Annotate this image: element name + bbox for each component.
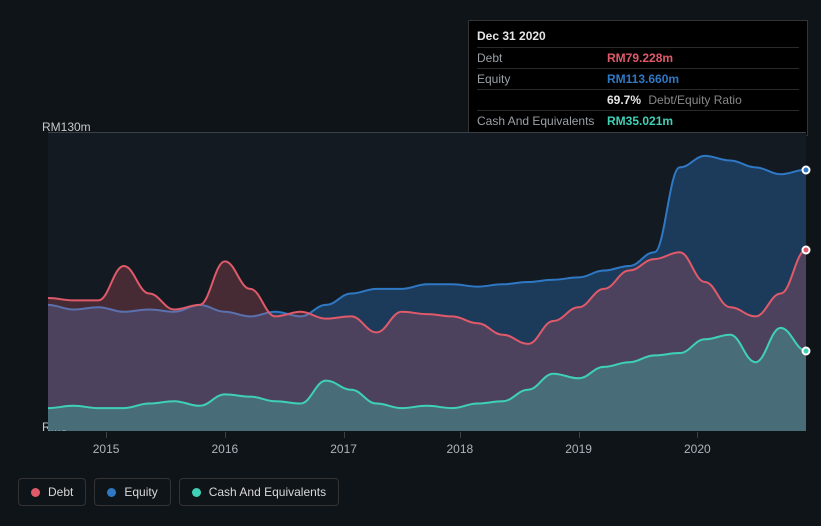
- x-tick-label: 2019: [565, 442, 592, 456]
- x-tick-label: 2015: [93, 442, 120, 456]
- legend-label: Equity: [124, 485, 157, 499]
- chart-plot-area[interactable]: [48, 132, 806, 430]
- legend-item-debt[interactable]: Debt: [18, 478, 86, 506]
- tooltip-value: RM79.228m: [607, 51, 673, 65]
- tooltip-label: Cash And Equivalents: [477, 114, 607, 128]
- x-tick-line: [225, 432, 226, 438]
- x-tick-label: 2016: [212, 442, 239, 456]
- ratio-value: 69.7%: [607, 93, 641, 107]
- series-end-marker-equity: [802, 165, 811, 174]
- legend-dot-icon: [107, 488, 116, 497]
- legend-dot-icon: [192, 488, 201, 497]
- chart-svg: [48, 133, 806, 431]
- x-tick-line: [106, 432, 107, 438]
- ratio-note: Debt/Equity Ratio: [648, 93, 741, 107]
- chart-legend: Debt Equity Cash And Equivalents: [18, 478, 339, 506]
- tooltip-value: 69.7% Debt/Equity Ratio: [607, 93, 742, 107]
- tooltip-row-debt: Debt RM79.228m: [477, 47, 799, 68]
- x-tick-line: [460, 432, 461, 438]
- tooltip-label: Equity: [477, 72, 607, 86]
- series-end-marker-cash: [802, 346, 811, 355]
- x-axis: 2015 2016 2017 2018 2019 2020: [48, 430, 806, 460]
- legend-item-cash[interactable]: Cash And Equivalents: [179, 478, 339, 506]
- x-tick-line: [579, 432, 580, 438]
- x-tick-label: 2020: [684, 442, 711, 456]
- legend-dot-icon: [31, 488, 40, 497]
- x-tick-label: 2018: [446, 442, 473, 456]
- legend-label: Cash And Equivalents: [209, 485, 326, 499]
- legend-label: Debt: [48, 485, 73, 499]
- x-tick-line: [697, 432, 698, 438]
- tooltip-label: [477, 93, 607, 107]
- legend-item-equity[interactable]: Equity: [94, 478, 170, 506]
- tooltip-label: Debt: [477, 51, 607, 65]
- tooltip-row-ratio: 69.7% Debt/Equity Ratio: [477, 89, 799, 110]
- tooltip-value: RM113.660m: [607, 72, 679, 86]
- tooltip-row-cash: Cash And Equivalents RM35.021m: [477, 110, 799, 131]
- chart-tooltip: Dec 31 2020 Debt RM79.228m Equity RM113.…: [468, 20, 808, 136]
- tooltip-value: RM35.021m: [607, 114, 673, 128]
- tooltip-date: Dec 31 2020: [477, 25, 799, 47]
- series-end-marker-debt: [802, 245, 811, 254]
- x-tick-line: [344, 432, 345, 438]
- tooltip-row-equity: Equity RM113.660m: [477, 68, 799, 89]
- x-tick-label: 2017: [330, 442, 357, 456]
